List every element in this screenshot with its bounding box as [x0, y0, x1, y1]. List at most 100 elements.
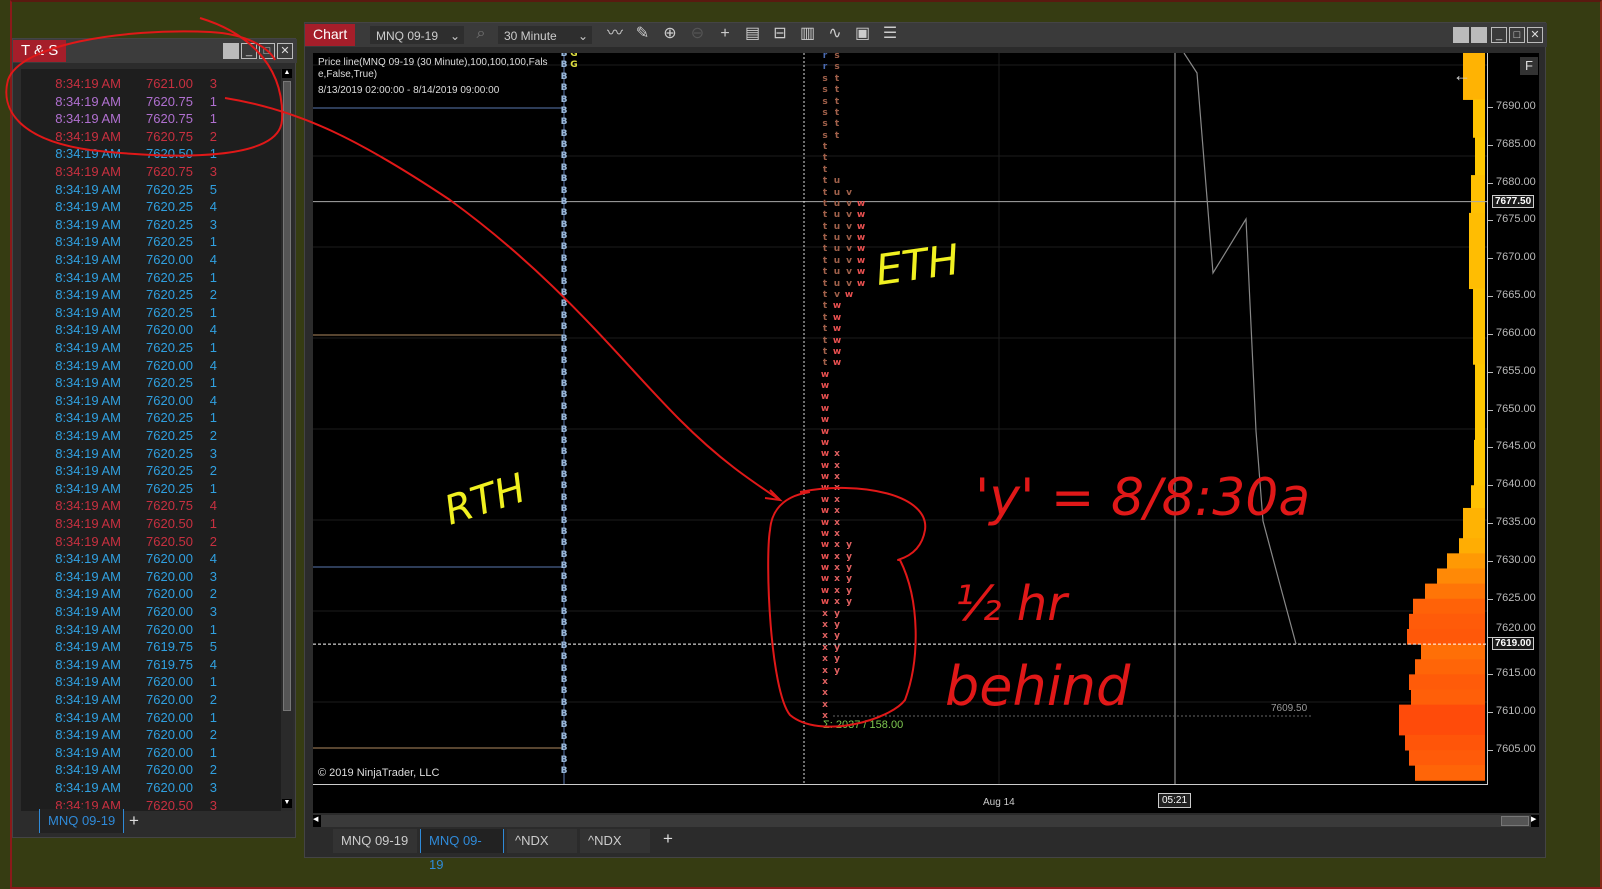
trade-time: 8:34:19 AM: [55, 568, 121, 584]
trade-row: 8:34:19 AM 7620.00 4: [21, 550, 281, 567]
trade-row: 8:34:19 AM 7620.25 1: [21, 269, 281, 286]
y-tick-label: 7635.00: [1496, 516, 1536, 529]
minimize-button[interactable]: _: [241, 43, 257, 59]
window-link-button[interactable]: [1453, 27, 1469, 43]
tpo-letter: w: [832, 324, 842, 335]
y-tick-label: 7645.00: [1496, 440, 1536, 453]
scroll-thumb[interactable]: [283, 81, 291, 711]
tpo-letter-b: B: [560, 481, 568, 492]
tpo-letter: v: [846, 187, 852, 198]
scroll-left-icon[interactable]: ◀: [313, 815, 321, 827]
price-axis[interactable]: F 7690.00 7685.00 7680.00 7675.00 7670.00 766…: [1487, 53, 1539, 785]
volume-profile-bar: [1471, 485, 1485, 509]
tpo-letter-b: B: [560, 606, 568, 617]
trade-price: 7620.00: [146, 551, 193, 567]
tpo-letter-g: G: [570, 60, 578, 71]
trade-time: 8:34:19 AM: [55, 181, 121, 197]
y-tick-label: 7640.00: [1496, 478, 1536, 491]
minimize-button[interactable]: _: [1491, 27, 1507, 43]
tpo-letter: w: [820, 449, 830, 460]
scroll-down-icon[interactable]: ▼: [282, 799, 292, 808]
tpo-letter: x: [834, 483, 840, 494]
tpo-letter: r: [822, 53, 828, 61]
tpo-letter: w: [856, 267, 866, 278]
tpo-letter: u: [833, 210, 841, 221]
interval-selector[interactable]: 30 Minute ⌄: [497, 25, 593, 45]
y-tick-label: 7690.00: [1496, 100, 1536, 112]
tpo-letter-b: B: [560, 83, 568, 94]
indicators-icon[interactable]: ∿: [828, 25, 842, 42]
tpo-letter-b: B: [560, 538, 568, 549]
close-button[interactable]: ✕: [277, 43, 293, 59]
f-button[interactable]: F: [1520, 57, 1538, 75]
trade-price: 7620.25: [146, 199, 193, 215]
chart-tab[interactable]: ^NDX: [580, 829, 650, 853]
close-button[interactable]: ✕: [1527, 27, 1543, 43]
strategies-icon[interactable]: ▣: [854, 25, 871, 42]
trade-row: 8:34:19 AM 7620.00 1: [21, 673, 281, 690]
chart-plot-area[interactable]: Price line(MNQ 09-19 (30 Minute),100,100…: [313, 53, 1487, 785]
tpo-letter-b: B: [560, 105, 568, 116]
bar-spacing-icon[interactable]: ⊟: [773, 25, 787, 42]
crosshair-icon[interactable]: +: [720, 25, 730, 42]
tpo-letter-b: B: [560, 515, 568, 526]
window-link-button-2[interactable]: [1471, 27, 1487, 43]
window-link-button[interactable]: [223, 43, 239, 59]
instrument-selector[interactable]: MNQ 09-19 ⌄: [369, 25, 465, 45]
chart-style-icon[interactable]: ▥: [799, 25, 816, 42]
maximize-button[interactable]: □: [259, 43, 275, 59]
zoom-out-icon[interactable]: ⊖: [690, 25, 705, 42]
tpo-letter: w: [820, 426, 830, 437]
trade-time: 8:34:19 AM: [55, 199, 121, 215]
chart-tab[interactable]: ^NDX: [507, 829, 577, 853]
zoom-in-icon[interactable]: ⊕: [663, 25, 677, 42]
y-tick-label: 7650.00: [1496, 402, 1536, 415]
search-icon[interactable]: ⌕: [476, 25, 486, 42]
tpo-letter-b: B: [560, 526, 568, 537]
y-tick-label: 7675.00: [1496, 213, 1536, 226]
y-tick: [1488, 674, 1493, 676]
tpo-letter-b: B: [560, 629, 568, 640]
trade-size: 1: [209, 709, 217, 725]
tpo-letter-b: B: [560, 379, 568, 390]
ts-tab-mnq[interactable]: MNQ 09-19: [39, 809, 125, 833]
pencil-icon[interactable]: ✎: [635, 25, 650, 42]
trade-price: 7620.25: [146, 287, 193, 303]
y-tick: [1488, 523, 1493, 525]
trade-size: 3: [209, 76, 217, 91]
tpo-letter-b: B: [560, 640, 568, 651]
ts-scrollbar[interactable]: ▲ ▼: [281, 69, 293, 811]
line-chart-icon[interactable]: 〰: [606, 25, 623, 42]
tpo-letter: w: [844, 289, 854, 300]
volume-profile-bar: [1473, 99, 1485, 138]
tpo-letter-b: B: [560, 151, 568, 162]
y-tick: [1488, 220, 1493, 222]
trade-size: 4: [209, 322, 217, 338]
back-arrow-icon[interactable]: ←: [1453, 65, 1471, 85]
time-axis[interactable]: Aug 14 05:21: [313, 785, 1539, 813]
tpo-letter: x: [822, 631, 828, 642]
ts-title-bar[interactable]: T & S _ □ ✕: [13, 39, 297, 63]
properties-icon[interactable]: ☰: [882, 25, 898, 42]
y-tick: [1488, 712, 1493, 714]
tpo-letter: t: [822, 221, 828, 232]
trade-row: 8:34:19 AM 7620.00 2: [21, 585, 281, 602]
chart-tab[interactable]: MNQ 09-19: [420, 829, 504, 872]
ts-trade-list[interactable]: 8:34:19 AM 7621.00 3 8:34:19 AM 7620.75 1 8:34…: [21, 69, 281, 811]
scroll-up-icon[interactable]: ▲: [282, 69, 292, 78]
scroll-thumb[interactable]: [1501, 816, 1529, 826]
horizontal-scrollbar[interactable]: ◀ ▶: [313, 815, 1539, 827]
ts-add-tab-button[interactable]: +: [129, 811, 139, 830]
scroll-right-icon[interactable]: ▶: [1531, 815, 1539, 827]
trade-size: 1: [209, 93, 217, 109]
tpo-letter-b: B: [560, 196, 568, 207]
chart-add-tab-button[interactable]: +: [663, 829, 673, 848]
trade-row: 8:34:19 AM 7620.25 2: [21, 286, 281, 303]
volume-profile-bar: [1407, 628, 1485, 645]
y-tick-label: 7655.00: [1496, 364, 1536, 377]
trade-price: 7620.00: [146, 604, 193, 619]
trade-time: 8:34:19 AM: [55, 234, 121, 250]
chart-tab[interactable]: MNQ 09-19: [333, 829, 417, 853]
data-box-icon[interactable]: ▤: [744, 25, 761, 42]
maximize-button[interactable]: □: [1509, 27, 1525, 43]
